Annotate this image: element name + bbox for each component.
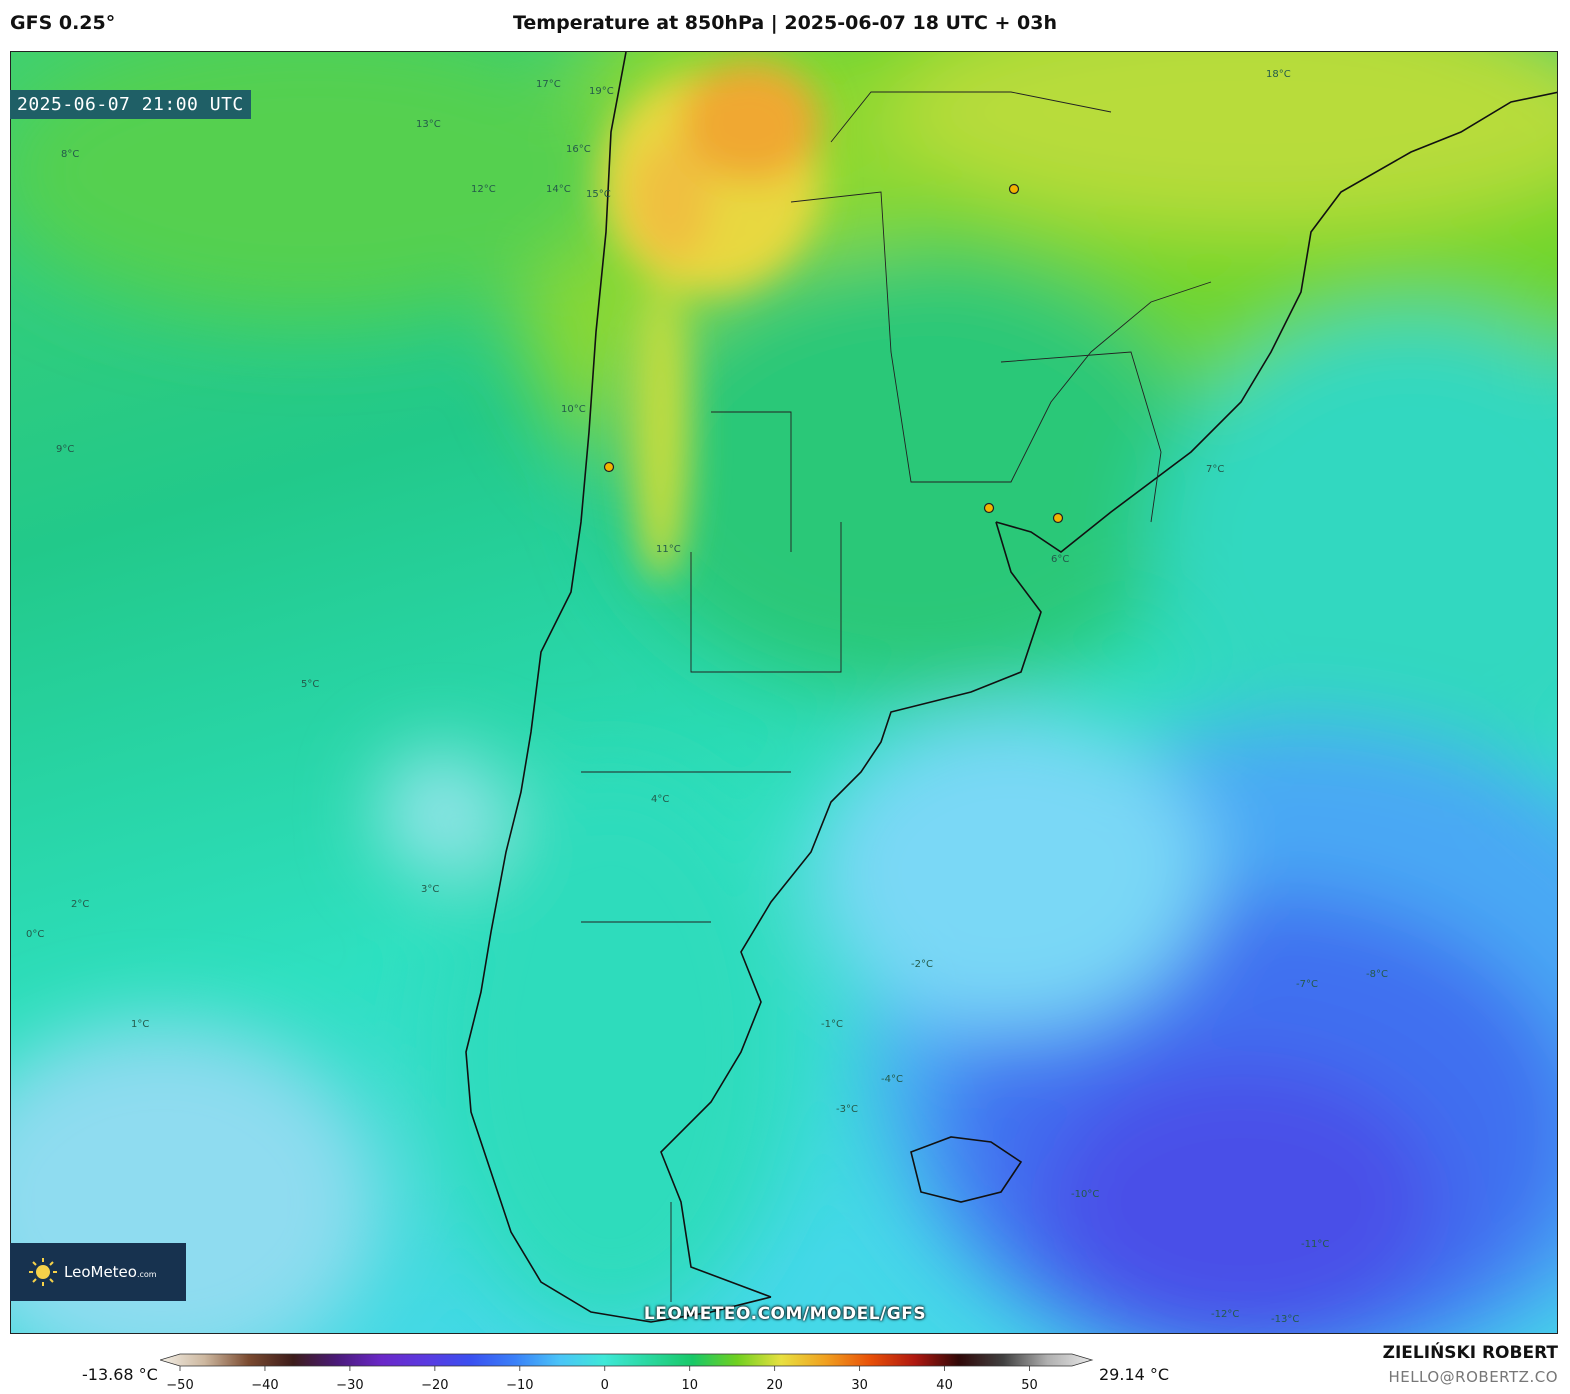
contour-label: -4°C [881,1074,903,1085]
colorbar-ticks: −50 −40 −30 −20 −10 0 10 20 30 40 50 [166,1366,1038,1393]
contour-label: -10°C [1071,1189,1099,1200]
temperature-field-blobs [11,52,1557,1333]
contour-label: 12°C [471,184,496,195]
logo-name: LeoMeteo [64,1263,137,1281]
colorbar-tick-label: 10 [681,1378,698,1393]
colorbar-max-label: 29.14 °C [1099,1365,1170,1384]
contour-label: 0°C [26,929,44,940]
contour-label: 10°C [561,404,586,415]
city-buenos-aires [983,502,995,514]
author-credit: ZIELIŃSKI ROBERT [1382,1343,1558,1363]
colorbar-min-label: -13.68 °C [82,1365,158,1384]
colorbar-tick-label: 30 [851,1378,868,1393]
warm-andes-field [601,62,821,582]
contour-label: 19°C [589,86,614,97]
colorbar-tick-label: 20 [766,1378,783,1393]
city-santiago [603,461,615,473]
coastlines [465,52,1557,1323]
contour-label: 1°C [131,1019,149,1030]
sun-icon [29,1258,57,1286]
contour-label: 16°C [566,144,591,155]
contour-label: 7°C [1206,464,1224,475]
logo-wordmark: LeoMeteo.com [64,1263,157,1281]
colorbar-tick-label: 40 [936,1378,953,1393]
contour-label: 5°C [301,679,319,690]
logo-suffix: .com [136,1270,157,1279]
colorbar-tick-label: −30 [336,1378,363,1393]
contour-label: -11°C [1301,1239,1329,1250]
contour-label: 9°C [56,444,74,455]
author-email[interactable]: HELLO@ROBERTZ.CO [1388,1368,1558,1386]
source-url[interactable]: LEOMETEO.COM/MODEL/GFS [643,1304,927,1324]
contour-label: -13°C [1271,1314,1299,1325]
colorbar-tick-label: −10 [506,1378,533,1393]
colorbar-gradient [160,1353,1094,1367]
contour-label: 11°C [656,544,681,555]
contour-label: 15°C [586,189,611,200]
contour-label: -2°C [911,959,933,970]
admin-borders [581,91,1212,1302]
colorbar-tick-label: −50 [166,1378,193,1393]
contour-label: 14°C [546,184,571,195]
city-montevideo [1052,512,1064,524]
colorbar-tick-label: 50 [1021,1378,1038,1393]
contour-label: -3°C [836,1104,858,1115]
contour-label: -1°C [821,1019,843,1030]
temperature-map[interactable]: 17°C 19°C 13°C 16°C 14°C 15°C 12°C 8°C 1… [10,51,1558,1334]
model-name: GFS 0.25° [10,12,116,34]
contour-label: 4°C [651,794,669,805]
chart-title: Temperature at 850hPa | 2025-06-07 18 UT… [512,12,1058,34]
colorbar-tick-label: −20 [421,1378,448,1393]
contour-label: 13°C [416,119,441,130]
contour-label: 2°C [71,899,89,910]
contour-label: 17°C [536,79,561,90]
contour-label: 8°C [61,149,79,160]
contour-label: 18°C [1266,69,1291,80]
contour-label: 3°C [421,884,439,895]
colorbar: −50 −40 −30 −20 −10 0 10 20 30 40 50 [160,1353,1094,1393]
leometeo-logo[interactable]: LeoMeteo.com [10,1243,186,1301]
contour-label: -12°C [1211,1309,1239,1320]
contour-labels: 17°C 19°C 13°C 16°C 14°C 15°C 12°C 8°C 1… [26,69,1388,1325]
contour-label: -7°C [1296,979,1318,990]
city-asuncion [1008,183,1020,195]
valid-time-badge: 2025-06-07 21:00 UTC [10,90,251,119]
city-markers [603,183,1064,524]
colorbar-tick-label: 0 [601,1378,609,1393]
map-canvas: 17°C 19°C 13°C 16°C 14°C 15°C 12°C 8°C 1… [11,52,1557,1333]
colorbar-tick-label: −40 [251,1378,278,1393]
contour-label: 6°C [1051,554,1069,565]
contour-label: -8°C [1366,969,1388,980]
